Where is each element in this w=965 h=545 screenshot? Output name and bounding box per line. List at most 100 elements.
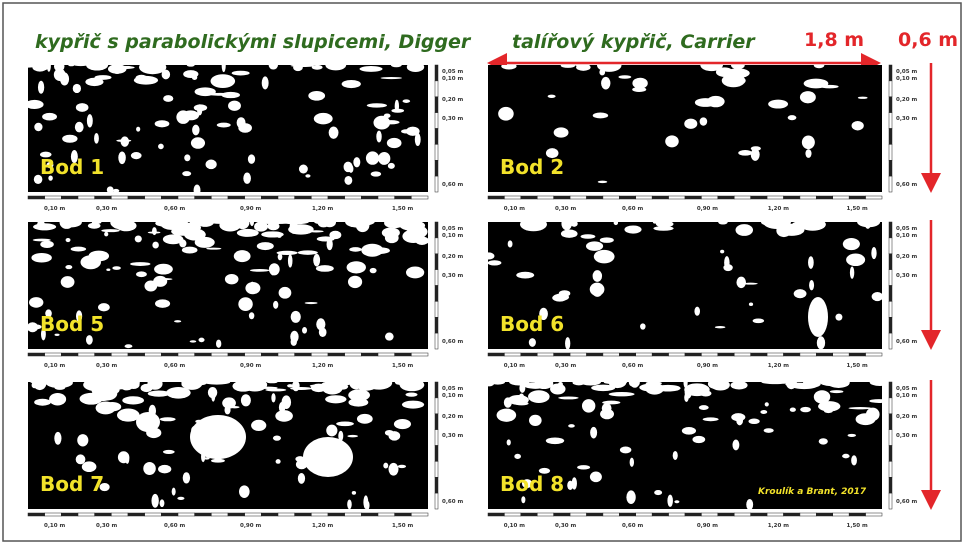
width-tick-label: 0,10 m <box>44 206 65 212</box>
scale-segment <box>816 195 833 200</box>
pore <box>592 112 609 119</box>
pore <box>376 130 382 143</box>
pores <box>488 382 882 509</box>
pore <box>45 309 52 318</box>
pore <box>311 65 323 70</box>
width-tick-label: 0,90 m <box>240 523 261 529</box>
pore <box>869 399 882 403</box>
scale-segment <box>766 352 784 357</box>
scale-segment <box>261 512 279 517</box>
scale-segment <box>294 352 312 357</box>
pore <box>293 65 303 72</box>
pore <box>760 410 768 414</box>
pore <box>829 390 844 394</box>
pore <box>370 171 382 177</box>
pore <box>700 65 724 72</box>
pore <box>488 252 495 260</box>
pore <box>385 332 394 341</box>
pore <box>86 65 109 71</box>
width-tick-label: 1,20 m <box>312 363 333 369</box>
scale-segment <box>311 352 329 357</box>
depth-tick-label: 0,20 m <box>442 97 463 103</box>
pore <box>842 453 850 459</box>
pore <box>166 387 191 399</box>
pore <box>580 234 596 239</box>
width-tick-label: 1,20 m <box>768 363 789 369</box>
pore <box>355 222 370 233</box>
pore <box>151 77 156 80</box>
pore <box>206 247 222 250</box>
scale-segment <box>888 253 893 270</box>
pore <box>315 265 334 272</box>
pore <box>842 237 860 251</box>
pore <box>33 223 57 231</box>
pore <box>750 148 760 161</box>
pore <box>81 461 97 473</box>
pore <box>107 382 128 390</box>
scale-segment <box>344 195 362 200</box>
pore <box>550 383 566 395</box>
pore <box>88 393 113 402</box>
pore <box>576 65 591 71</box>
pore <box>523 382 548 389</box>
scale-segment <box>127 195 145 200</box>
scale-segment <box>569 352 587 357</box>
pore <box>73 65 88 67</box>
scale-segment <box>750 195 768 200</box>
pore <box>116 139 132 142</box>
pore <box>203 382 231 385</box>
pore <box>528 414 542 426</box>
pore <box>158 464 172 474</box>
scale-segment <box>816 512 833 517</box>
scale-segment <box>848 512 866 517</box>
pore <box>586 241 604 251</box>
pore <box>724 256 730 270</box>
pore <box>365 500 370 509</box>
scale-segment <box>888 221 893 239</box>
pore <box>406 65 425 73</box>
pore <box>653 226 674 231</box>
pore <box>346 261 366 274</box>
depth-tick-label: 0,20 m <box>442 414 463 420</box>
pore <box>216 122 231 128</box>
pore <box>692 435 706 444</box>
pore <box>39 151 52 158</box>
scale-segment <box>177 512 195 517</box>
pore <box>349 382 363 390</box>
pore <box>261 76 269 90</box>
depth-tick-label: 0,60 m <box>442 499 463 505</box>
pore <box>92 382 98 385</box>
scale-segment <box>487 512 505 517</box>
pore <box>539 307 548 321</box>
pore <box>748 302 754 307</box>
pore <box>77 434 89 447</box>
pore <box>309 384 321 388</box>
scale-segment <box>434 237 439 254</box>
pore <box>787 115 797 121</box>
pore <box>665 135 679 148</box>
pore <box>106 186 114 192</box>
pore <box>161 69 171 80</box>
scale-segment <box>94 352 112 357</box>
scale-segment <box>311 512 329 517</box>
pore <box>683 382 688 389</box>
scale-segment <box>127 352 145 357</box>
pore <box>506 439 511 446</box>
width-tick-label: 0,90 m <box>240 363 261 369</box>
pore <box>581 399 596 413</box>
pore <box>710 382 730 391</box>
scale-segment <box>602 352 620 357</box>
scale-segment <box>244 195 262 200</box>
scale-segment <box>487 195 505 200</box>
pore <box>239 485 250 498</box>
pore <box>353 157 361 168</box>
scale-segment <box>783 195 801 200</box>
pore <box>127 382 140 390</box>
pore <box>192 382 207 386</box>
pore <box>407 222 414 228</box>
pore <box>290 337 297 346</box>
pore <box>192 124 200 136</box>
pore <box>813 65 825 69</box>
pore <box>249 222 255 227</box>
pore <box>275 459 281 464</box>
